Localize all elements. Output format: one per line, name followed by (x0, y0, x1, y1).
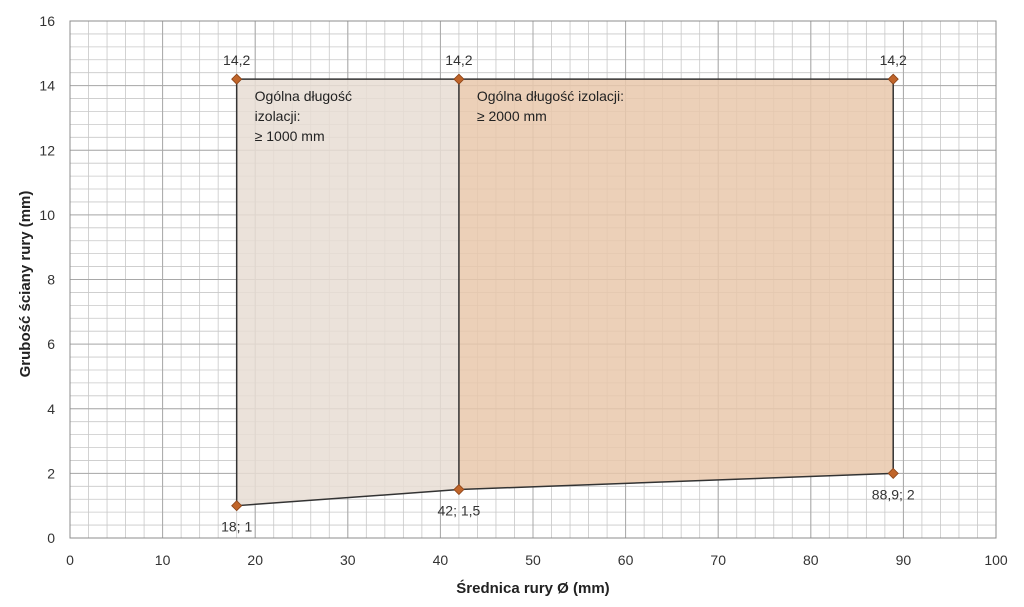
plot-area-border (69, 20, 997, 539)
regions (236, 79, 894, 506)
x-tick-label: 70 (710, 552, 726, 568)
x-tick-label: 50 (525, 552, 541, 568)
region-1-label: ≥ 1000 mm (255, 128, 325, 144)
x-tick-label: 60 (618, 552, 634, 568)
x-tick-label: 30 (340, 552, 356, 568)
data-point-marker (887, 467, 899, 479)
data-point-label: 42; 1,5 (438, 503, 481, 519)
y-tick-label: 0 (47, 530, 55, 546)
data-point-label: 88,9; 2 (872, 486, 915, 502)
data-point-label: 14,2 (880, 52, 907, 68)
data-point-marker (453, 483, 465, 496)
x-tick-label: 0 (66, 552, 74, 568)
boundary-line (458, 472, 894, 491)
y-axis-title: Grubość ściany rury (mm) (17, 191, 34, 378)
region-1-label: izolacji: (255, 108, 301, 124)
data-point-label: 14,2 (223, 52, 250, 68)
boundary-lines (235, 78, 894, 507)
data-point-marker (453, 73, 465, 85)
x-axis-title: Średnica rury Ø (mm) (456, 579, 609, 597)
data-point-marker (231, 73, 243, 85)
region-2-area (458, 79, 894, 490)
x-tick-label: 100 (984, 552, 1008, 568)
data-point-label: 14,2 (445, 52, 472, 68)
x-tick-label: 80 (803, 552, 819, 568)
data-point-marker (887, 73, 899, 85)
data-point-marker (231, 500, 243, 512)
x-tick-label: 40 (433, 552, 449, 568)
y-tick-label: 14 (39, 78, 55, 94)
y-tick-label: 6 (47, 336, 55, 352)
point-labels: 14,2 14,2 14,2 18; 1 42; 1,5 88,9; 2 Ogólna dł… (221, 52, 915, 535)
region-2-label: Ogólna długość izolacji: (477, 88, 624, 104)
x-tick-label: 20 (247, 552, 263, 568)
y-tick-label: 10 (39, 207, 55, 223)
boundary-line (236, 488, 459, 507)
y-tick-label: 2 (47, 465, 55, 481)
region-1-area (236, 79, 459, 506)
x-tick-label: 90 (896, 552, 912, 568)
x-tick-label: 10 (155, 552, 171, 568)
y-tick-label: 8 (47, 272, 55, 288)
y-tick-label: 4 (47, 401, 55, 417)
data-point-label: 18; 1 (221, 519, 252, 535)
data-markers (231, 73, 899, 512)
region-1-label: Ogólna długość (255, 88, 352, 104)
y-tick-label: 16 (39, 13, 55, 29)
region-2-label: ≥ 2000 mm (477, 108, 547, 124)
y-tick-label: 12 (39, 142, 55, 158)
tick-labels: 0 10 20 30 40 50 60 70 80 90 100 0 2 4 6 8 10 12 14 16 (39, 13, 1007, 568)
